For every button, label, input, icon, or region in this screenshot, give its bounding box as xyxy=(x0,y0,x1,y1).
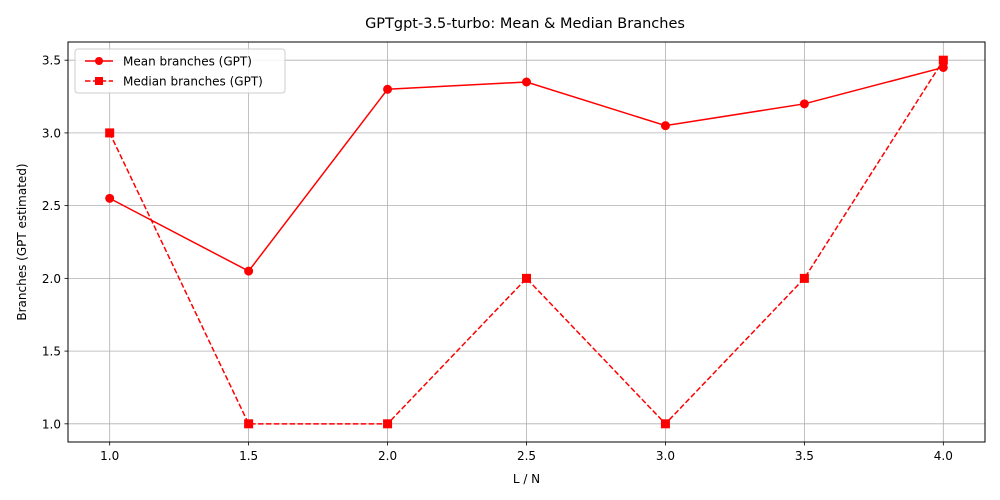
series-layer xyxy=(105,55,948,429)
data-point xyxy=(383,419,393,429)
legend-item: Mean branches (GPT) xyxy=(85,55,252,69)
series-median xyxy=(105,55,948,429)
data-point xyxy=(522,77,531,87)
data-point xyxy=(105,193,115,203)
data-point xyxy=(383,84,393,94)
legend-label: Mean branches (GPT) xyxy=(123,55,252,69)
y-tick-label: 3.0 xyxy=(42,126,61,140)
x-tick-label: 3.0 xyxy=(656,449,675,463)
legend: Mean branches (GPT) Median branches (GPT) xyxy=(74,48,286,94)
chart-title: GPTgpt-3.5-turbo: Mean & Median Branches xyxy=(365,16,685,32)
ticks: 1.0 1.5 2.0 2.5 3.0 3.5 4.0 1.0 1.5 2.0 2.5 3.0 3.5 xyxy=(42,54,953,463)
data-point xyxy=(244,266,254,276)
x-axis-title: L / N xyxy=(513,472,540,486)
x-tick-label: 1.0 xyxy=(100,449,119,463)
x-tick-label: 3.5 xyxy=(795,449,814,463)
x-tick-label: 4.0 xyxy=(934,449,953,463)
legend-marker xyxy=(95,57,103,65)
data-point xyxy=(799,273,809,283)
data-point xyxy=(799,99,809,109)
data-point xyxy=(938,55,948,65)
data-point xyxy=(105,128,115,138)
x-tick-label: 2.5 xyxy=(517,449,536,463)
legend-item: Median branches (GPT) xyxy=(85,75,263,89)
data-point xyxy=(522,273,531,283)
x-tick-label: 1.5 xyxy=(239,449,258,463)
series-mean xyxy=(105,62,948,276)
y-axis-title: Branches (GPT estimated) xyxy=(15,163,29,320)
legend-marker xyxy=(95,77,103,85)
data-point xyxy=(660,419,670,429)
y-tick-label: 2.5 xyxy=(42,199,61,213)
y-tick-label: 2.0 xyxy=(42,272,61,286)
y-tick-label: 3.5 xyxy=(42,54,61,68)
legend-box xyxy=(74,48,286,94)
data-point xyxy=(660,121,670,131)
y-tick-label: 1.5 xyxy=(42,345,61,359)
data-point xyxy=(244,419,254,429)
x-tick-label: 2.0 xyxy=(378,449,397,463)
legend-label: Median branches (GPT) xyxy=(123,75,263,89)
y-tick-label: 1.0 xyxy=(42,417,61,431)
